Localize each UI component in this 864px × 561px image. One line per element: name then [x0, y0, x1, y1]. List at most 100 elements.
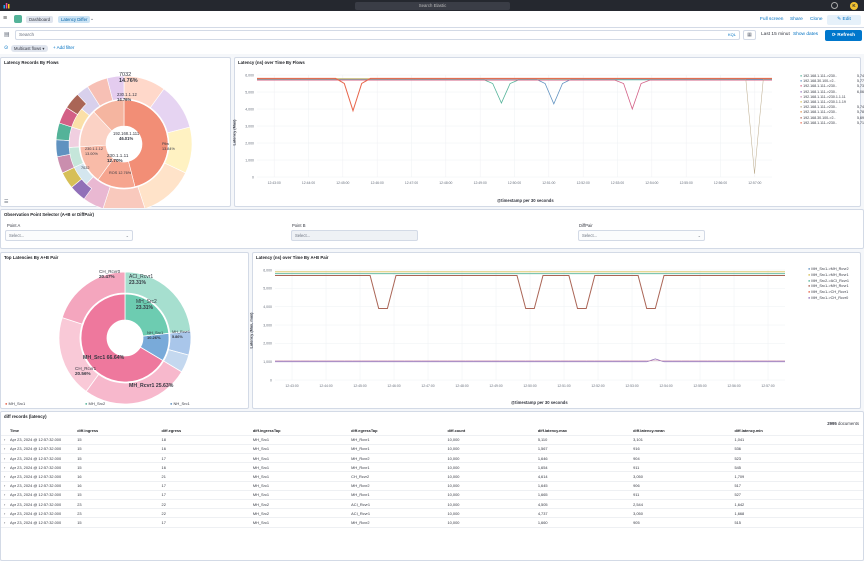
legend-item[interactable]: ● MH_Src1->MH_Rcvr1: [808, 284, 849, 290]
column-header[interactable]: diff.latency.max: [537, 426, 634, 436]
legend-item[interactable]: ● 192.168.1.111->230.. 5,741: [800, 105, 864, 110]
filter-pill[interactable]: Multicast flows ▾: [11, 44, 48, 52]
series-line[interactable]: [275, 358, 785, 363]
expand-row-icon[interactable]: ›: [1, 453, 11, 464]
table-row[interactable]: › Apr 23, 2024 @ 12:57:32.000 15 17 MH_Src1 M…: [1, 490, 863, 501]
kql-toggle[interactable]: KQL: [728, 32, 737, 37]
table-row[interactable]: › Apr 23, 2024 @ 12:57:32.000 23 22 MH_Src2 A…: [1, 508, 863, 519]
table-cell: 4,505: [537, 499, 634, 510]
sunburst-slice[interactable]: [55, 139, 71, 158]
sunburst-slice[interactable]: [93, 99, 125, 132]
table-cell: 23: [77, 499, 162, 510]
legend-item[interactable]: ● 192.168.1.111->230.. 5,746: [800, 74, 864, 79]
legend-item[interactable]: ● 192.168.1.111->230.. 5,718: [800, 120, 864, 126]
diffpair-select[interactable]: Select... ⌄: [578, 230, 705, 241]
point-b-select[interactable]: Select...: [291, 230, 418, 241]
table-row[interactable]: › Apr 23, 2024 @ 12:57:32.000 15 18 MH_Src1 M…: [1, 435, 863, 445]
legend-item[interactable]: ● NH_Src1: [170, 401, 190, 406]
expand-row-icon[interactable]: ›: [1, 462, 11, 473]
expand-row-icon[interactable]: ›: [1, 481, 11, 491]
legend-item[interactable]: ● 192.168.1.111->230.. 5,787: [800, 110, 864, 115]
sunburst-slice[interactable]: [106, 75, 125, 101]
table-cell: 536: [734, 444, 863, 455]
dashboard-app-icon[interactable]: [14, 15, 22, 23]
add-filter-button[interactable]: + Add filter: [53, 45, 75, 50]
sunburst-slice[interactable]: [80, 293, 164, 383]
table-row[interactable]: › Apr 23, 2024 @ 12:57:32.000 23 22 MH_Src2 A…: [1, 499, 863, 510]
series-line[interactable]: [257, 78, 772, 174]
clone-button[interactable]: Clone: [810, 16, 823, 22]
expand-column: [1, 426, 11, 436]
column-header[interactable]: diff.latency.mean: [633, 426, 735, 436]
edit-button[interactable]: ✎ Edit: [827, 14, 861, 25]
series-line[interactable]: [257, 79, 772, 111]
refresh-button[interactable]: ⟳ Refresh: [825, 30, 862, 41]
y-axis-label: Latency (Max): [231, 119, 237, 146]
column-header[interactable]: diff.latency.min: [734, 426, 863, 436]
search-placeholder: Search Elastic: [418, 2, 447, 8]
label-text: 192.168.1.111: [113, 131, 140, 136]
series-line[interactable]: [275, 275, 785, 309]
sunburst-slice[interactable]: [137, 162, 186, 208]
expand-row-icon[interactable]: ›: [1, 490, 11, 501]
expand-row-icon[interactable]: ›: [1, 508, 11, 519]
legend-item[interactable]: ● MH_Src1->CH_Rcvr1: [808, 290, 849, 296]
calendar-icon[interactable]: ▦: [743, 30, 756, 40]
chevron-down-icon[interactable]: ⌄: [90, 16, 95, 22]
share-button[interactable]: Share: [790, 16, 803, 22]
legend-item[interactable]: ● 192.168.1.111->230.1.1.19: [800, 100, 860, 105]
legend-toggle-icon[interactable]: ☰: [4, 199, 9, 205]
filter-icon[interactable]: ⊙: [4, 44, 9, 51]
column-header[interactable]: diff.egressTap: [351, 426, 448, 436]
expand-row-icon[interactable]: ›: [1, 435, 11, 445]
time-range[interactable]: Last 15 minut: [761, 32, 790, 37]
sunburst-slice[interactable]: [61, 271, 126, 325]
column-header[interactable]: diff.count: [447, 426, 538, 436]
table-row[interactable]: › Apr 23, 2024 @ 12:57:32.000 16 21 MH_Src1 C…: [1, 471, 863, 482]
expand-row-icon[interactable]: ›: [1, 471, 11, 482]
column-header[interactable]: diff.ingress: [77, 426, 162, 436]
legend-item[interactable]: ● 192.168.1.111->230.1.1.11: [800, 95, 860, 100]
expand-row-icon[interactable]: ›: [1, 499, 11, 510]
table-row[interactable]: › Apr 23, 2024 @ 12:57:32.000 15 17 MH_Src1 M…: [1, 453, 863, 464]
legend-item[interactable]: ● 192.168.30.100->2.. 5,775: [800, 79, 864, 84]
legend-item[interactable]: ● 192.168.30.100->2.. 5,697: [800, 116, 864, 121]
global-search-input[interactable]: Search Elastic: [355, 1, 510, 10]
elastic-logo[interactable]: [3, 2, 10, 9]
query-input[interactable]: Search: [15, 30, 740, 40]
legend-item[interactable]: ● 192.168.1.111->230.. 6,061: [800, 90, 864, 95]
series-line[interactable]: [257, 77, 772, 113]
legend-item[interactable]: ● MH_Src2: [85, 401, 105, 406]
sunburst-slice[interactable]: [66, 94, 87, 115]
show-dates-link[interactable]: Show dates: [793, 32, 819, 37]
legend-dot: ●: [800, 120, 803, 125]
legend-item[interactable]: ● MH_Src1->MH_Rcvr1: [808, 273, 849, 279]
expand-row-icon[interactable]: ›: [1, 517, 11, 528]
slice-label-ros: ROS 12.76%: [109, 171, 132, 175]
legend-item[interactable]: ● 192.168.1.111->230.. 5,736: [800, 84, 864, 89]
breadcrumb-dashboard[interactable]: Dashboard: [26, 15, 54, 23]
legend-item[interactable]: ● MH_Src1->CH_Rcvr0: [808, 296, 849, 302]
table-cell: 15: [77, 462, 162, 473]
expand-row-icon[interactable]: ›: [1, 444, 11, 455]
table-row[interactable]: › Apr 23, 2024 @ 12:57:32.000 16 17 MH_Src1 M…: [1, 481, 863, 491]
saved-query-icon[interactable]: ▤: [4, 32, 10, 38]
column-header[interactable]: Time: [10, 426, 78, 436]
legend-item[interactable]: ● MH_Src1->MH_Rcvr2: [808, 267, 849, 273]
label-sub: 13.00%: [85, 151, 98, 156]
avatar[interactable]: K: [850, 1, 858, 10]
help-icon[interactable]: [831, 2, 838, 9]
table-row[interactable]: › Apr 23, 2024 @ 12:57:32.000 15 17 MH_Src1 M…: [1, 517, 863, 528]
table-row[interactable]: › Apr 23, 2024 @ 12:57:32.000 15 16 MH_Src1 M…: [1, 462, 863, 473]
table-cell: 3,050: [633, 508, 735, 519]
column-header[interactable]: diff.egress: [161, 426, 253, 436]
legend-item[interactable]: ● MH_Src2->ACI_Rcvr1: [808, 279, 849, 285]
full-screen-button[interactable]: Full screen: [760, 16, 784, 22]
column-header[interactable]: diff.ingressTap: [252, 426, 352, 436]
point-a-select[interactable]: Select... ⌄: [5, 230, 133, 241]
legend-item[interactable]: ● MH_Src1: [5, 401, 25, 406]
sunburst-slice[interactable]: [123, 99, 169, 187]
menu-icon[interactable]: ≡: [3, 15, 8, 22]
sunburst-chart: [55, 75, 193, 208]
table-row[interactable]: › Apr 23, 2024 @ 12:57:32.000 15 16 MH_Src1 M…: [1, 444, 863, 455]
